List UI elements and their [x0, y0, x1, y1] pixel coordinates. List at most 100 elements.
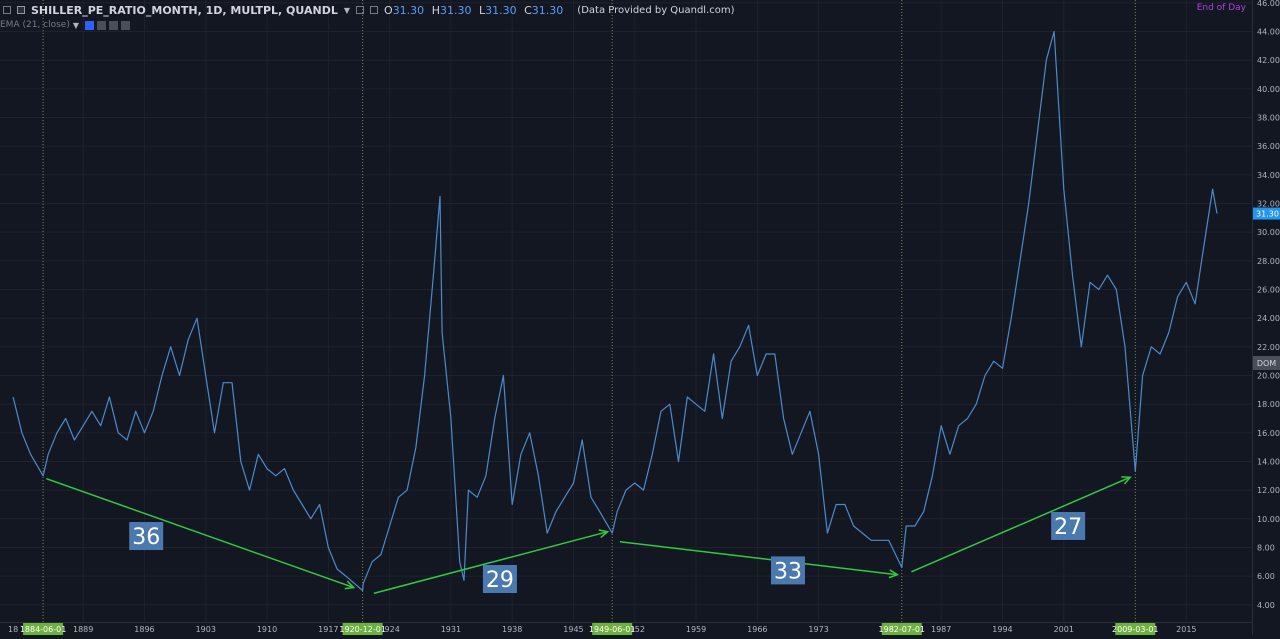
symbol-title[interactable]: SHILLER_PE_RATIO_MONTH, 1D, MULTPL, QUAN…	[31, 3, 338, 17]
y-tick-label: 8.00	[1257, 543, 1275, 552]
legend-header: SHILLER_PE_RATIO_MONTH, 1D, MULTPL, QUAN…	[0, 0, 735, 20]
y-tick-label: 30.00	[1257, 228, 1280, 237]
y-tick-label: 12.00	[1257, 486, 1280, 495]
y-tick-label: 10.00	[1257, 515, 1280, 524]
hide-icon[interactable]	[370, 6, 379, 14]
chevron-down-icon[interactable]: ▼	[343, 5, 351, 15]
y-tick-label: 36.00	[1257, 142, 1280, 151]
settings-icon[interactable]	[356, 6, 365, 14]
low-label: L	[478, 3, 486, 17]
y-tick-label: 34.00	[1257, 171, 1280, 180]
annotation-box-bg	[129, 522, 164, 551]
y-tick-label: 38.00	[1257, 114, 1280, 123]
series-layer	[12, 30, 1218, 592]
x-tick-label: 1889	[73, 625, 93, 634]
x-tick-label: 2001	[1054, 625, 1074, 634]
trend-arrow-head	[598, 529, 610, 539]
open-value: 31.30	[392, 3, 425, 17]
date-marker-label: 2009-03-01	[1112, 625, 1159, 634]
data-provider-note: (Data Provided by Quandl.com)	[577, 4, 735, 16]
close-label: C	[524, 3, 532, 17]
trend-arrow	[46, 477, 356, 590]
x-tick-label: 1910	[257, 625, 277, 634]
annotation-box-bg	[770, 556, 805, 585]
date-marker-bg	[592, 623, 633, 635]
y-tick-label: 32.00	[1257, 200, 1280, 209]
y-tick-label: 28.00	[1257, 257, 1280, 266]
trend-arrow	[911, 476, 1132, 573]
annotation-box: 29	[482, 565, 517, 594]
y-tick-label: 40.00	[1257, 85, 1280, 94]
trend-arrow-head	[344, 580, 356, 590]
y-tick-label: 20.00	[1257, 371, 1280, 380]
x-tick-label: 1952	[625, 625, 645, 634]
y-tick-label: 26.00	[1257, 286, 1280, 295]
date-marker-label: 1949-06-01	[589, 625, 636, 634]
arrow-layer	[46, 476, 1132, 595]
price-axis[interactable]: 4.00 6.00 8.00 10.00 12.00 14.00 16.00 18.00 20.…	[1252, 0, 1280, 635]
indicator-close-icon[interactable]	[121, 20, 131, 30]
visibility-icon[interactable]	[85, 20, 95, 30]
x-tick-label: 1903	[196, 625, 216, 634]
open-label: O	[384, 3, 393, 17]
date-marker-label: 1884-06-01	[20, 625, 67, 634]
indicator-label[interactable]: EMA (21, close)	[0, 20, 70, 30]
indicator-chevron-down-icon[interactable]: ▼	[72, 20, 80, 30]
date-marker-label: 1982-07-01	[879, 625, 926, 634]
date-marker-bg	[23, 623, 64, 635]
y-tick-label: 44.00	[1257, 28, 1280, 37]
annotation-box-bg	[482, 565, 517, 594]
x-tick-label: 1917	[318, 625, 338, 634]
y-tick-label: 42.00	[1257, 56, 1280, 65]
y-tick-label: 16.00	[1257, 429, 1280, 438]
indicator-settings-icon[interactable]	[97, 20, 107, 30]
annotation-value: 36	[132, 525, 160, 550]
last-price-tag-bg	[1253, 207, 1280, 220]
y-tick-label: 24.00	[1257, 314, 1280, 323]
indicator-legend: EMA (21, close) ▼	[0, 18, 131, 32]
date-marker-label: 1920-12-01	[339, 625, 386, 634]
annotation-box: 36	[129, 522, 164, 551]
annotation-box-bg	[1051, 511, 1086, 540]
close-value: 31.30	[531, 3, 564, 17]
trend-arrow-head	[888, 569, 900, 579]
x-tick-label: 1994	[992, 625, 1012, 634]
trend-arrow	[619, 540, 900, 579]
x-tick-label: 1973	[808, 625, 828, 634]
y-tick-label: 46.00	[1257, 0, 1280, 8]
trend-arrow	[373, 529, 610, 595]
y-tick-label: 14.00	[1257, 457, 1280, 466]
y-tick-label: 6.00	[1257, 572, 1275, 581]
symbol-icon	[17, 6, 25, 14]
annotation-value: 33	[774, 559, 802, 584]
y-tick-label: 4.00	[1257, 601, 1275, 610]
date-marker-bg	[342, 623, 383, 635]
trend-arrow-head	[1121, 476, 1132, 485]
time-axis[interactable]: 1889 1896 1903 1910 1917 1924 1931 1938 1945 1952…	[0, 622, 1252, 635]
y-tick-label: 18.00	[1257, 400, 1280, 409]
high-label: H	[431, 3, 440, 17]
x-tick-label-partial: 18	[8, 625, 18, 634]
x-tick-label: 1959	[686, 625, 706, 634]
x-tick-label: 1987	[931, 625, 951, 634]
x-tick-label: 1896	[134, 625, 154, 634]
x-tick-label: 1931	[441, 625, 461, 634]
trend-arrow-shaft	[373, 530, 608, 595]
trend-arrow-shaft	[46, 477, 354, 589]
session-label: End of Day	[1196, 3, 1246, 13]
annotation-box: 27	[1051, 511, 1086, 540]
trend-arrow-shaft	[911, 476, 1131, 573]
y-tick-label: 22.00	[1257, 343, 1280, 352]
annotation-value: 27	[1054, 515, 1082, 540]
dom-button-bg	[1253, 356, 1280, 370]
low-value: 31.30	[485, 3, 517, 17]
high-value: 31.30	[439, 3, 472, 17]
collapse-icon[interactable]	[3, 6, 11, 14]
dom-button-label: DOM	[1257, 359, 1276, 368]
last-price-tag: 31.30	[1256, 210, 1279, 219]
indicator-more-icon[interactable]	[109, 20, 119, 30]
trend-arrow-shaft	[619, 540, 898, 576]
